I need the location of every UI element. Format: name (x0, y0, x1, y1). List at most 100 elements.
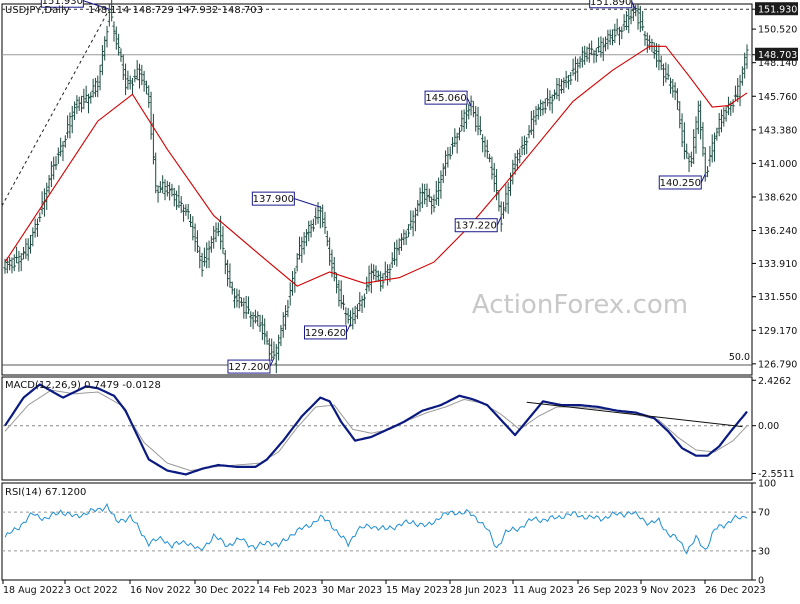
price-bar (613, 23, 617, 43)
x-tick-label: 18 Aug 2022 (3, 585, 64, 596)
price-bar (652, 42, 656, 59)
price-bar (699, 100, 703, 140)
price-bar (56, 147, 60, 165)
price-bar (293, 267, 297, 293)
price-bar (418, 187, 422, 212)
price-bar (536, 104, 540, 120)
price-y-tick: 151.930 (752, 2, 798, 16)
price-bar (703, 147, 707, 182)
price-bar (300, 236, 304, 263)
price-bar (603, 36, 608, 52)
price-bar (311, 218, 315, 232)
price-bar (534, 105, 538, 126)
price-bar (351, 307, 355, 330)
price-annotation-label: 129.620 (305, 328, 346, 339)
price-y-tick: 152.900 (758, 0, 797, 2)
price-bar (177, 185, 181, 209)
price-bar (168, 182, 172, 201)
price-bar (587, 43, 591, 63)
macd-panel-frame (1, 376, 753, 481)
price-bar (715, 127, 719, 141)
price-bar (323, 211, 327, 234)
x-tick: 30 Mar 2023 (321, 580, 382, 596)
price-bar (450, 137, 455, 155)
macd-y-tick-label: 2.4262 (758, 376, 791, 387)
price-bar (158, 181, 162, 193)
macd-y-tick: 2.4262 (752, 376, 791, 387)
price-y-tick: 143.380 (752, 125, 797, 136)
price-bar (49, 161, 53, 188)
price-annotation-label: 127.200 (228, 362, 269, 373)
price-bar (226, 259, 230, 287)
price-bar (692, 129, 696, 165)
x-tick-label: 9 Nov 2023 (641, 585, 696, 596)
price-y-tick-label: 141.000 (758, 159, 797, 170)
price-bar (223, 250, 227, 275)
price-bar (70, 105, 74, 134)
price-bar (314, 207, 318, 226)
macd-y-tick-label: -2.5511 (758, 469, 795, 480)
price-bar (128, 75, 132, 90)
price-bar (504, 184, 508, 213)
macd-y-tick-label: 0.00 (758, 421, 779, 432)
price-bar (228, 263, 232, 288)
price-bar (72, 101, 77, 121)
rsi-y-tick: 70 (752, 508, 770, 519)
price-bar (334, 272, 339, 294)
price-y-tick: 138.620 (752, 192, 797, 203)
price-bar (96, 75, 100, 98)
price-bar (91, 78, 95, 98)
rsi-y-tick-label: 100 (758, 479, 776, 490)
price-bar (193, 223, 197, 252)
price-bar (555, 77, 559, 100)
price-annotation: 151.890 (589, 0, 637, 10)
price-bar (28, 234, 33, 254)
price-bar (392, 242, 397, 266)
price-bar (455, 132, 459, 154)
price-bar (733, 85, 738, 102)
price-bar (506, 182, 510, 214)
price-y-tick-label: 133.910 (758, 259, 797, 270)
price-bar (31, 227, 35, 247)
price-bar (107, 4, 111, 27)
price-bar (286, 299, 290, 318)
price-bar (712, 132, 717, 162)
macd-y-tick: 0.00 (752, 421, 779, 432)
price-bar (216, 222, 220, 237)
price-bar (481, 134, 485, 153)
price-bar (638, 6, 642, 33)
price-panel-title: USDJPY,Daily (5, 5, 70, 16)
price-bar (179, 196, 183, 213)
rsi-line (4, 502, 748, 555)
price-bar (93, 77, 98, 97)
price-y-tick-label: 131.550 (758, 292, 797, 303)
price-bar (304, 229, 309, 247)
price-bar (705, 166, 710, 178)
price-bar (664, 62, 668, 83)
price-bar (571, 58, 575, 76)
price-bar (321, 204, 325, 228)
price-bar (740, 66, 744, 86)
fib-50-label: 50.0 (729, 352, 750, 363)
price-bar (485, 139, 489, 159)
price-bar (260, 314, 264, 341)
price-bar (66, 115, 70, 139)
price-bar (195, 230, 200, 253)
price-bar (170, 183, 174, 197)
price-bar (627, 8, 631, 34)
price-bar (114, 26, 118, 50)
price-y-tick: 136.240 (752, 226, 797, 237)
price-bar (404, 230, 408, 245)
price-bar (592, 50, 596, 64)
price-bar (661, 63, 666, 86)
price-bar (367, 265, 371, 292)
rsi-panel-title: RSI(14) 67.1200 (5, 487, 86, 498)
price-bar (448, 146, 452, 160)
price-bar (527, 125, 531, 139)
price-y-tick: 148.140 (752, 58, 797, 69)
price-y-tick-label: 150.520 (758, 25, 797, 36)
price-bar (710, 134, 714, 163)
macd-panel-title: MACD(12,26,9) 0.7479 -0.0128 (5, 380, 161, 391)
price-bar (453, 128, 457, 147)
price-bar (10, 257, 14, 274)
